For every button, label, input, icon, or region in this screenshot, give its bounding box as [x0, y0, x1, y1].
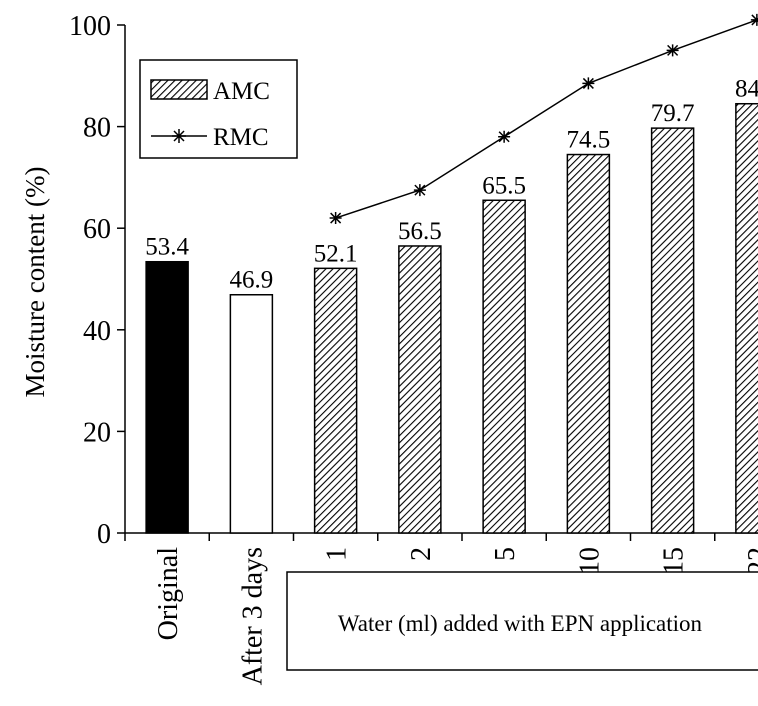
- x-tick-label: 5: [490, 547, 521, 561]
- bar-4: [482, 199, 526, 534]
- bar-3: [398, 245, 442, 534]
- legend-swatch-amc: [150, 79, 208, 100]
- legend-marker-rmc: [172, 129, 186, 143]
- x-axis-label: Water (ml) added with EPN application: [338, 611, 703, 636]
- y-tick-label: 0: [97, 519, 111, 550]
- legend: AMC RMC: [139, 59, 298, 159]
- bar-5: [566, 153, 611, 534]
- rmc-line: [329, 13, 758, 225]
- rmc-point: [582, 77, 595, 90]
- y-axis-label: Moisture content (%): [20, 167, 50, 398]
- data-label: 74.5: [567, 127, 611, 154]
- data-label: 56.5: [398, 218, 442, 245]
- y-tick-label: 40: [83, 316, 111, 347]
- y-tick-label: 20: [83, 417, 111, 448]
- x-label-box: Water (ml) added with EPN application: [286, 571, 758, 671]
- x-tick-label: 22: [743, 547, 758, 575]
- y-tick-label: 100: [69, 11, 111, 42]
- x-tick-label: 15: [659, 547, 690, 575]
- bars: [145, 102, 758, 534]
- y-tick-label: 60: [83, 214, 111, 245]
- legend-label-rmc: RMC: [213, 124, 269, 151]
- data-labels: 53.4 46.9 52.1 56.5 65.5 74.5 79.7 84.5: [145, 76, 758, 294]
- bar-6: [650, 127, 695, 534]
- bar-0: [145, 260, 189, 534]
- x-tick-label: After 3 days: [237, 547, 268, 685]
- legend-label-amc: AMC: [213, 78, 270, 105]
- x-tick-labels: Original After 3 days 1 2 5 10 15 22: [153, 547, 758, 686]
- x-tick-label: Original: [153, 547, 184, 641]
- data-label: 84.5: [735, 76, 758, 103]
- x-tick-label: 1: [322, 547, 353, 561]
- bar-1: [229, 293, 274, 534]
- data-label: 52.1: [314, 240, 358, 267]
- rmc-point: [666, 44, 679, 57]
- rmc-point: [329, 212, 342, 225]
- rmc-point: [498, 130, 511, 143]
- data-label: 65.5: [482, 172, 526, 199]
- rmc-point: [750, 13, 758, 26]
- data-label: 79.7: [651, 100, 695, 127]
- rmc-series-line: [335, 19, 758, 219]
- bar-7: [735, 102, 758, 534]
- data-label: 46.9: [230, 267, 274, 294]
- x-tick-label: 10: [574, 547, 605, 575]
- x-tick-label: 2: [406, 547, 437, 561]
- data-label: 53.4: [145, 234, 189, 261]
- y-tick-label: 80: [83, 113, 111, 144]
- bar-2: [313, 267, 358, 534]
- rmc-point: [413, 184, 426, 197]
